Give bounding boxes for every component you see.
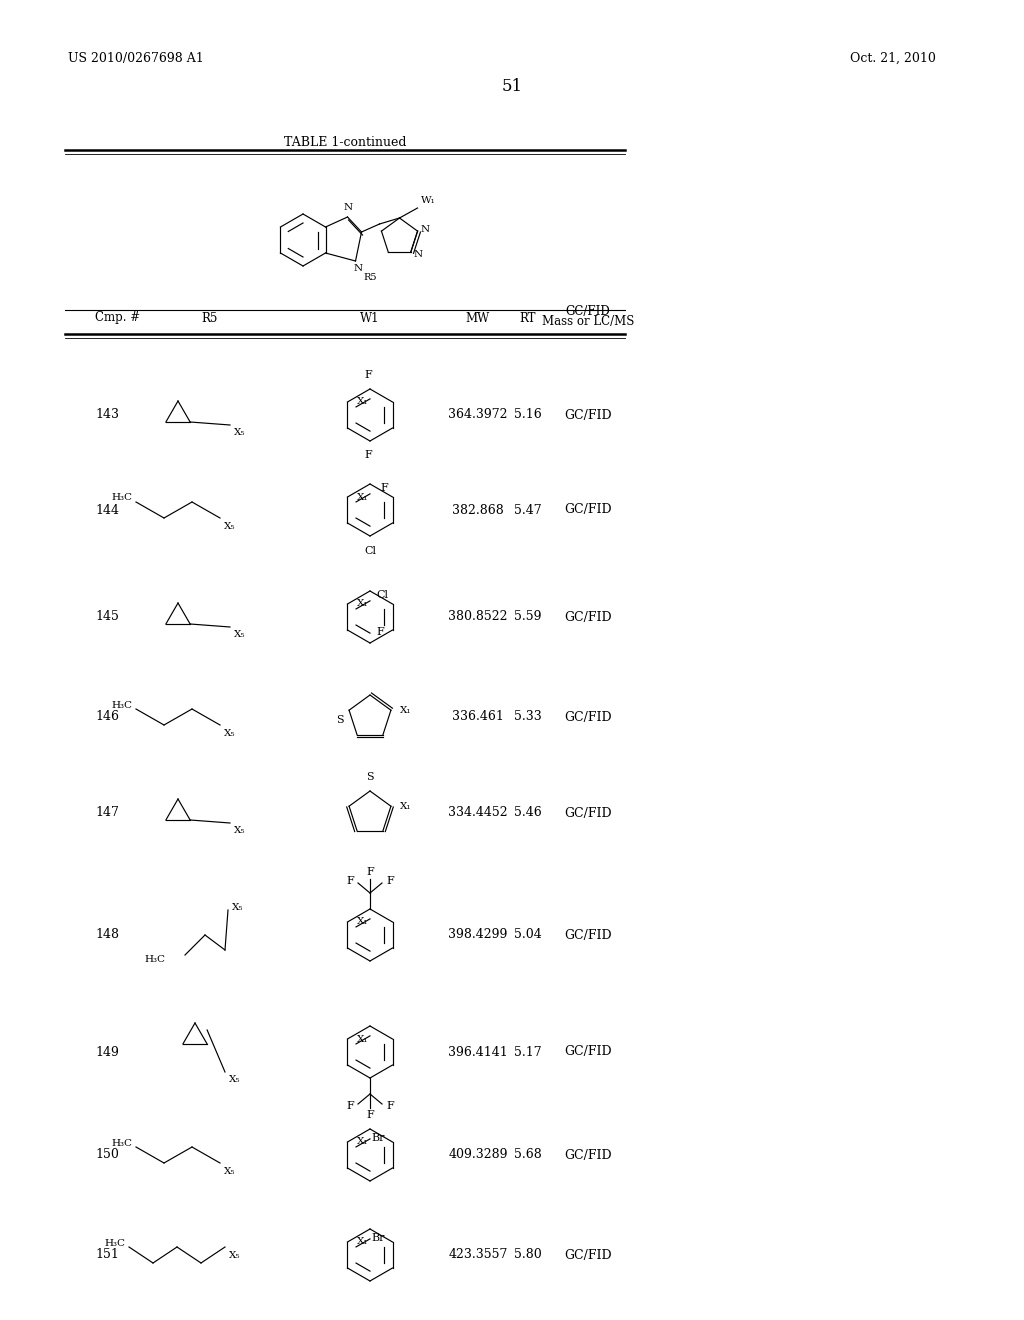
Text: X₁: X₁ — [356, 1035, 368, 1044]
Text: X₅: X₅ — [232, 903, 244, 912]
Text: 398.4299: 398.4299 — [449, 928, 508, 941]
Text: X₅: X₅ — [229, 1251, 241, 1261]
Text: N: N — [354, 264, 364, 273]
Text: X₁: X₁ — [356, 492, 368, 502]
Text: 151: 151 — [95, 1249, 119, 1262]
Text: 380.8522: 380.8522 — [449, 610, 508, 623]
Text: 146: 146 — [95, 710, 119, 723]
Text: 148: 148 — [95, 928, 119, 941]
Text: X₅: X₅ — [234, 826, 246, 836]
Text: F: F — [381, 483, 388, 492]
Text: 364.3972: 364.3972 — [449, 408, 508, 421]
Text: R5: R5 — [364, 273, 377, 282]
Text: GC/FID: GC/FID — [565, 305, 610, 318]
Text: Br: Br — [371, 1133, 385, 1143]
Text: N: N — [344, 203, 353, 213]
Text: F: F — [365, 450, 372, 459]
Text: 147: 147 — [95, 807, 119, 820]
Text: X₅: X₅ — [229, 1074, 241, 1084]
Text: 423.3557: 423.3557 — [449, 1249, 508, 1262]
Text: 409.3289: 409.3289 — [449, 1148, 508, 1162]
Text: GC/FID: GC/FID — [564, 503, 611, 516]
Text: GC/FID: GC/FID — [564, 807, 611, 820]
Text: X₅: X₅ — [234, 428, 246, 437]
Text: 145: 145 — [95, 610, 119, 623]
Text: F: F — [367, 1110, 374, 1119]
Text: X₁: X₁ — [400, 801, 412, 810]
Text: 5.59: 5.59 — [514, 610, 542, 623]
Text: Cl: Cl — [377, 590, 388, 601]
Text: X₅: X₅ — [224, 729, 236, 738]
Text: F: F — [377, 627, 385, 638]
Text: 5.68: 5.68 — [514, 1148, 542, 1162]
Text: 149: 149 — [95, 1045, 119, 1059]
Text: 143: 143 — [95, 408, 119, 421]
Text: X₁: X₁ — [356, 917, 368, 927]
Text: H₃C: H₃C — [111, 1138, 132, 1147]
Text: Cmp. #: Cmp. # — [95, 312, 140, 325]
Text: 5.47: 5.47 — [514, 503, 542, 516]
Text: X₅: X₅ — [234, 630, 246, 639]
Text: F: F — [386, 1101, 394, 1111]
Text: 5.04: 5.04 — [514, 928, 542, 941]
Text: F: F — [346, 1101, 354, 1111]
Text: MW: MW — [466, 312, 490, 325]
Text: 334.4452: 334.4452 — [449, 807, 508, 820]
Text: X₁: X₁ — [356, 1238, 368, 1246]
Text: F: F — [365, 370, 372, 380]
Text: F: F — [346, 876, 354, 886]
Text: S: S — [367, 772, 374, 781]
Text: 5.80: 5.80 — [514, 1249, 542, 1262]
Text: GC/FID: GC/FID — [564, 610, 611, 623]
Text: 150: 150 — [95, 1148, 119, 1162]
Text: GC/FID: GC/FID — [564, 1249, 611, 1262]
Text: 5.17: 5.17 — [514, 1045, 542, 1059]
Text: X₅: X₅ — [224, 1167, 236, 1176]
Text: GC/FID: GC/FID — [564, 1045, 611, 1059]
Text: X₁: X₁ — [400, 706, 412, 714]
Text: S: S — [337, 715, 344, 725]
Text: H₃C: H₃C — [111, 701, 132, 710]
Text: 51: 51 — [502, 78, 522, 95]
Text: 144: 144 — [95, 503, 119, 516]
Text: N: N — [421, 224, 430, 234]
Text: Cl: Cl — [364, 546, 376, 556]
Text: 5.46: 5.46 — [514, 807, 542, 820]
Text: F: F — [386, 876, 394, 886]
Text: W₁: W₁ — [421, 195, 435, 205]
Text: X₅: X₅ — [224, 521, 236, 531]
Text: US 2010/0267698 A1: US 2010/0267698 A1 — [68, 51, 204, 65]
Text: H₃C: H₃C — [144, 956, 165, 965]
Text: TABLE 1-continued: TABLE 1-continued — [284, 136, 407, 149]
Text: R5: R5 — [202, 312, 218, 325]
Text: N: N — [414, 249, 423, 259]
Text: Oct. 21, 2010: Oct. 21, 2010 — [850, 51, 936, 65]
Text: F: F — [367, 867, 374, 876]
Text: GC/FID: GC/FID — [564, 928, 611, 941]
Text: 336.461: 336.461 — [452, 710, 504, 723]
Text: H₃C: H₃C — [111, 494, 132, 503]
Text: W1: W1 — [360, 312, 380, 325]
Text: GC/FID: GC/FID — [564, 408, 611, 421]
Text: GC/FID: GC/FID — [564, 1148, 611, 1162]
Text: 5.16: 5.16 — [514, 408, 542, 421]
Text: X₁: X₁ — [356, 397, 368, 407]
Text: RT: RT — [520, 312, 537, 325]
Text: GC/FID: GC/FID — [564, 710, 611, 723]
Text: 5.33: 5.33 — [514, 710, 542, 723]
Text: Mass or LC/MS: Mass or LC/MS — [542, 315, 634, 329]
Text: X₁: X₁ — [356, 1138, 368, 1147]
Text: X₁: X₁ — [356, 599, 368, 609]
Text: 382.868: 382.868 — [453, 503, 504, 516]
Text: Br: Br — [371, 1233, 385, 1243]
Text: H₃C: H₃C — [104, 1238, 125, 1247]
Text: 396.4141: 396.4141 — [449, 1045, 508, 1059]
